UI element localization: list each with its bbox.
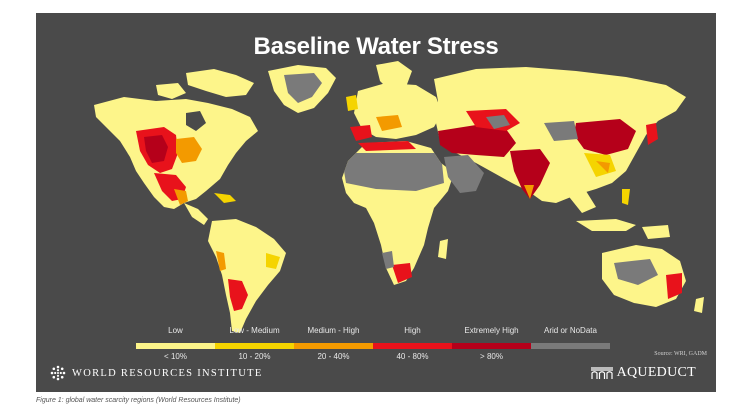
legend-range: > 80% <box>480 352 503 361</box>
region-western-us-extreme <box>144 135 168 163</box>
region-central-asia-arid <box>486 115 510 129</box>
region-spain <box>350 125 372 141</box>
legend-item-medium-high: Medium - High 20 - 40% <box>294 326 373 361</box>
aqueduct-arches-icon <box>590 367 613 379</box>
legend-range: < 10% <box>164 352 187 361</box>
legend-range: 20 - 40% <box>317 352 350 361</box>
legend-label: Low <box>168 326 183 335</box>
wri-logo: WORLD RESOURCES INSTITUTE <box>50 364 263 382</box>
legend: Low < 10% Low - Medium 10 - 20% Medium -… <box>136 326 610 374</box>
aqueduct-logo: AQUEDUCT <box>590 364 696 382</box>
region-central-america <box>184 203 208 225</box>
legend-swatch <box>136 343 215 349</box>
wri-star-icon <box>50 365 66 381</box>
region-scandinavia <box>376 61 412 91</box>
legend-item-high: High 40 - 80% <box>373 326 452 361</box>
legend-item-low: Low < 10% <box>136 326 215 361</box>
region-arabian-peninsula <box>444 155 484 193</box>
region-australia-arid <box>614 259 658 285</box>
region-arctic-islands-2 <box>156 83 186 99</box>
region-middle-east <box>438 125 516 157</box>
region-namib <box>382 251 394 269</box>
region-hudson-bay <box>186 111 206 131</box>
legend-swatch <box>294 343 373 349</box>
region-arctic-islands <box>186 69 254 97</box>
source-note: Source: WRI, GADM <box>654 351 707 357</box>
legend-swatch <box>373 343 452 349</box>
map-title: Baseline Water Stress <box>253 33 499 60</box>
legend-item-low-medium: Low - Medium 10 - 20% <box>215 326 294 361</box>
region-europe <box>354 83 442 139</box>
region-philippines <box>622 189 630 205</box>
legend-label: Low - Medium <box>229 326 280 335</box>
legend-item-arid-nodata: Arid or NoData <box>531 326 610 352</box>
world-map <box>94 61 704 333</box>
region-brazil-east <box>266 253 280 269</box>
legend-swatch <box>452 343 531 349</box>
region-india-south <box>524 185 534 199</box>
region-madagascar <box>438 239 448 259</box>
legend-swatch <box>531 343 610 349</box>
region-northern-china <box>574 119 636 155</box>
aqueduct-logo-text: AQUEDUCT <box>616 365 696 380</box>
region-andes-medium <box>216 251 226 271</box>
region-mexico-medium <box>174 189 188 205</box>
region-indonesia <box>576 219 636 231</box>
legend-range: 40 - 80% <box>396 352 429 361</box>
region-us-midwest-medium <box>176 137 202 163</box>
region-north-africa-coast <box>358 141 416 151</box>
legend-label: High <box>404 326 421 335</box>
figure-caption: Figure 1: global water scarcity regions … <box>36 397 241 404</box>
region-sahara <box>342 153 444 191</box>
legend-label: Medium - High <box>307 326 360 335</box>
map-panel: Baseline Water Stress Low < 10% Low - Me… <box>36 13 716 392</box>
region-europe-medium <box>376 115 402 131</box>
region-chile-argentina <box>228 279 248 311</box>
legend-range: 10 - 20% <box>238 352 271 361</box>
region-southern-africa <box>392 263 412 283</box>
region-southeast-asia <box>566 191 596 213</box>
legend-label: Arid or NoData <box>544 326 597 335</box>
region-south-america <box>208 219 286 333</box>
region-china-medium <box>596 161 610 173</box>
region-japan <box>646 123 658 145</box>
region-uk <box>346 95 358 111</box>
region-new-guinea <box>642 225 670 239</box>
region-caribbean <box>214 193 236 203</box>
region-new-zealand <box>694 297 704 313</box>
region-eastern-australia <box>666 273 682 299</box>
region-india <box>510 149 550 199</box>
region-greenland-interior <box>284 73 322 103</box>
legend-swatch <box>215 343 294 349</box>
wri-logo-text: WORLD RESOURCES INSTITUTE <box>72 367 263 379</box>
legend-label: Extremely High <box>464 326 519 335</box>
legend-item-extremely-high: Extremely High > 80% <box>452 326 531 361</box>
region-china-arid <box>544 121 578 141</box>
